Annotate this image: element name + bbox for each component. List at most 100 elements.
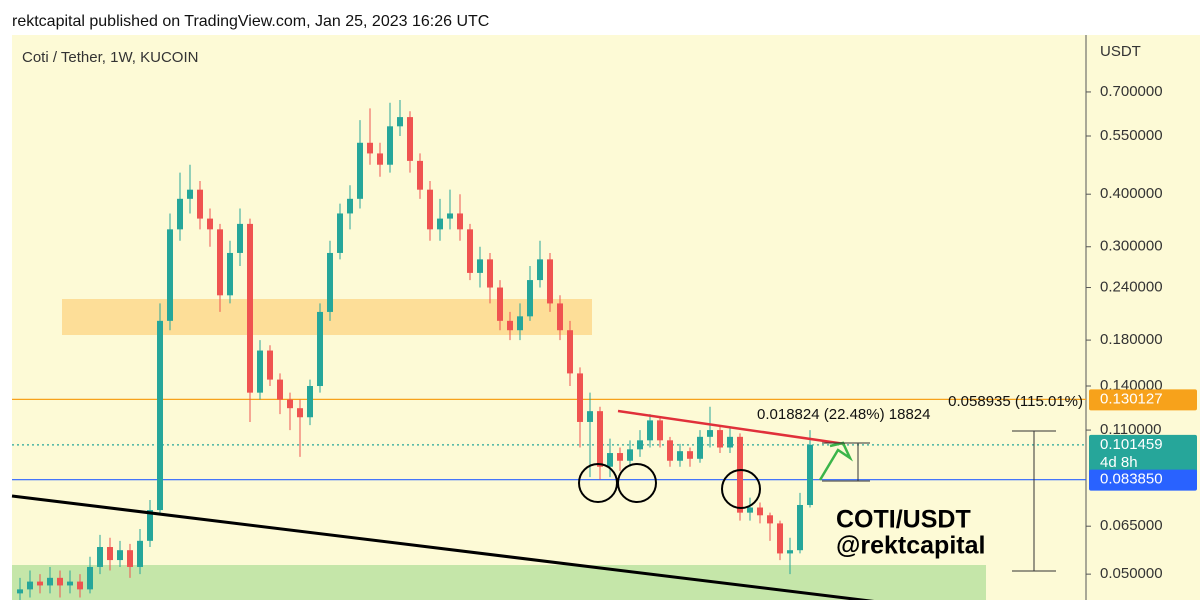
candle-body	[277, 379, 283, 400]
candle-body	[657, 420, 663, 441]
candle-body	[167, 229, 173, 321]
candle-body	[787, 550, 793, 554]
annotation: 0.018824 (22.48%) 18824	[757, 406, 930, 423]
candle-body	[197, 189, 203, 219]
arrow	[818, 441, 854, 481]
candle-body	[747, 507, 753, 513]
candle-body	[797, 504, 803, 551]
y-tick-label: 0.180000	[1100, 331, 1163, 348]
candle-body	[207, 218, 213, 230]
candle-body	[17, 589, 23, 594]
candle-body	[507, 320, 513, 331]
candle-body	[457, 213, 463, 230]
price-tag	[1089, 434, 1197, 473]
candle-body	[357, 142, 363, 199]
candle-body	[227, 252, 233, 296]
annotation: @rektcapital	[836, 532, 985, 560]
candle-body	[557, 303, 563, 331]
candle-body	[387, 126, 393, 165]
candle-body	[67, 581, 73, 586]
y-tick-label: 0.050000	[1100, 565, 1163, 582]
candle-body	[707, 430, 713, 437]
plot	[12, 99, 1086, 600]
candle-body	[447, 213, 453, 219]
candle-body	[217, 229, 223, 296]
y-tick-label: 0.400000	[1100, 185, 1163, 202]
axis-label: USDT	[1100, 43, 1141, 60]
candle-body	[347, 198, 353, 214]
candle-body	[687, 451, 693, 459]
candle-body	[77, 581, 83, 590]
candle-body	[647, 420, 653, 441]
price-tag-label: 0.130127	[1100, 390, 1163, 407]
candle-body	[107, 547, 113, 561]
candle-body	[257, 350, 263, 393]
candle-body	[47, 577, 53, 586]
price-tag	[1089, 389, 1197, 411]
candle-body	[697, 436, 703, 459]
candle-body	[567, 330, 573, 374]
candle-body	[807, 444, 813, 505]
candle-body	[297, 408, 303, 418]
candle-body	[577, 373, 583, 422]
candle-body	[627, 449, 633, 461]
price-tag-label: 0.083850	[1100, 471, 1163, 488]
annotation: COTI/USDT	[836, 506, 971, 534]
candle-body	[367, 142, 373, 154]
candle-body	[337, 213, 343, 253]
candle-body	[477, 259, 483, 273]
candle-body	[497, 287, 503, 321]
candle-body	[87, 566, 93, 590]
candle-body	[37, 581, 43, 586]
y-tick-label: 0.240000	[1100, 278, 1163, 295]
candle-body	[237, 223, 243, 253]
candle-body	[137, 540, 143, 567]
candle-body	[537, 259, 543, 281]
candle-body	[307, 386, 313, 418]
candle-body	[147, 510, 153, 541]
candle-body	[97, 547, 103, 567]
candle-body	[287, 399, 293, 409]
header: rektcapital published on TradingView.com…	[12, 13, 489, 30]
countdown: 4d 8h	[1100, 454, 1138, 471]
candle-body	[377, 153, 383, 165]
trend-line	[11, 494, 875, 600]
candle-body	[27, 581, 33, 590]
candle-body	[737, 436, 743, 513]
candle-body	[247, 223, 253, 393]
candle-body	[487, 259, 493, 288]
price-tag-label: 0.101459	[1100, 436, 1163, 453]
candle-body	[117, 550, 123, 561]
candle-body	[617, 453, 623, 461]
candle-body	[327, 252, 333, 312]
chart-title: Coti / Tether, 1W, KUCOIN	[22, 49, 198, 66]
candle-body	[637, 440, 643, 450]
candle-body	[717, 430, 723, 448]
candle-body	[757, 507, 763, 516]
candle-body	[157, 320, 163, 511]
candle-body	[187, 189, 193, 199]
candle-body	[437, 218, 443, 230]
candle-body	[267, 350, 273, 380]
candle-body	[467, 229, 473, 273]
y-tick-label: 0.700000	[1100, 83, 1163, 100]
candle-body	[417, 160, 423, 190]
candle-body	[587, 411, 593, 422]
candle-body	[397, 117, 403, 127]
candle-body	[727, 436, 733, 448]
candle-body	[677, 451, 683, 461]
circle	[721, 469, 761, 509]
candle-body	[127, 550, 133, 567]
support-zone	[12, 565, 986, 600]
candle-body	[597, 411, 603, 467]
candle-body	[547, 259, 553, 304]
candle-body	[607, 453, 613, 467]
y-tick-label: 0.300000	[1100, 238, 1163, 255]
candle-body	[427, 189, 433, 230]
resistance-line	[617, 409, 846, 446]
y-tick-label: 0.065000	[1100, 517, 1163, 534]
candle-body	[667, 440, 673, 461]
candle-body	[57, 577, 63, 586]
candle-body	[517, 316, 523, 331]
